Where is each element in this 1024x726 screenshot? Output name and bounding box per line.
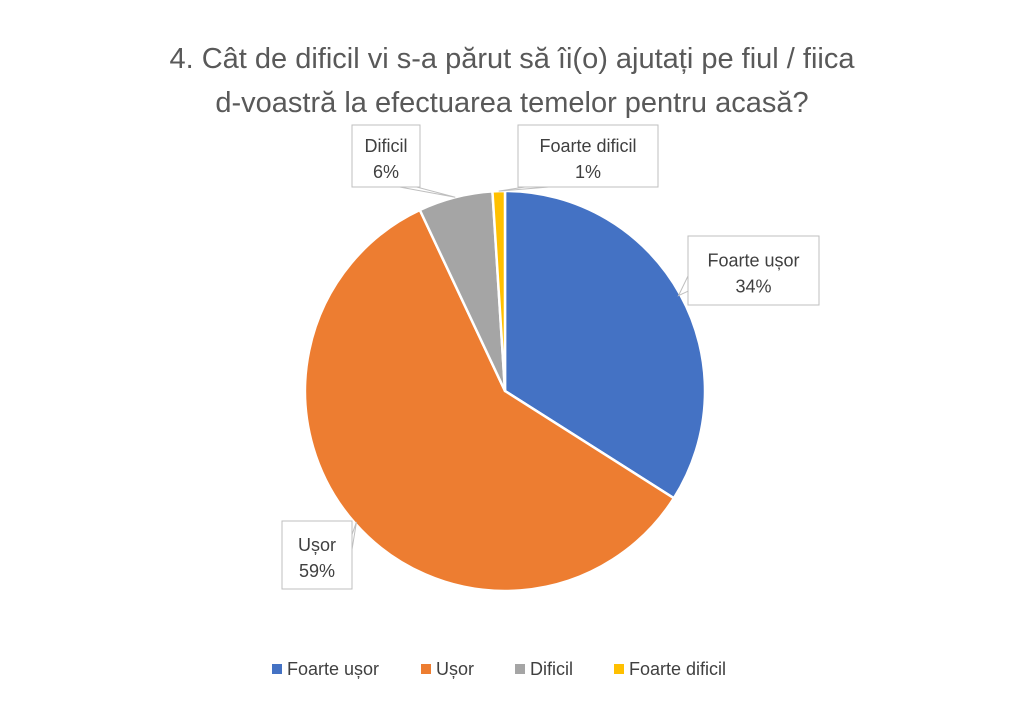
data-label-percent: 34%	[735, 277, 771, 297]
pie-slice-usor	[303, 208, 676, 593]
data-label-category: Foarte dificil	[539, 136, 636, 156]
callout-pointer	[677, 275, 689, 297]
callout-pointer	[399, 186, 456, 198]
legend-item-dificil: Dificil	[515, 659, 573, 679]
data-label-category: Dificil	[365, 136, 408, 156]
callout-box	[281, 520, 353, 590]
data-labels: Foarte ușor 34% Ușor 59% Dificil 6% Foarte dif…	[281, 124, 820, 590]
data-label-percent: 6%	[373, 162, 399, 182]
data-label-category: Foarte ușor	[707, 251, 799, 271]
legend-swatch	[272, 664, 282, 674]
legend-label: Dificil	[530, 659, 573, 679]
chart-title-line: d-voastră la efectuarea temelor pentru a…	[215, 87, 808, 119]
data-label-percent: 1%	[575, 162, 601, 182]
legend-swatch	[614, 664, 624, 674]
legend: Foarte ușor Ușor Dificil Foarte dificil	[272, 659, 726, 679]
legend-item-foarte-usor: Foarte ușor	[272, 659, 379, 679]
callout-box	[351, 124, 421, 188]
pie-slices	[303, 189, 707, 593]
data-label-usor: Ușor 59%	[281, 520, 357, 590]
callout-pointer	[498, 186, 549, 192]
data-label-foarte-dificil: Foarte dificil 1%	[498, 124, 659, 192]
legend-swatch	[515, 664, 525, 674]
data-label-percent: 59%	[299, 561, 335, 581]
legend-label: Ușor	[436, 659, 474, 679]
data-label-foarte-usor: Foarte ușor 34%	[677, 235, 820, 306]
callout-box	[517, 124, 659, 188]
callout-pointer	[351, 521, 357, 550]
legend-item-usor: Ușor	[421, 659, 474, 679]
legend-label: Foarte dificil	[629, 659, 726, 679]
chart-title-line: 4. Cât de dificil vi s-a părut să îi(o) …	[169, 43, 855, 75]
callout-box	[687, 235, 820, 306]
legend-swatch	[421, 664, 431, 674]
chart-title: 4. Cât de dificil vi s-a părut să îi(o) …	[169, 43, 855, 119]
legend-item-foarte-dificil: Foarte dificil	[614, 659, 726, 679]
data-label-dificil: Dificil 6%	[351, 124, 456, 198]
legend-label: Foarte ușor	[287, 659, 379, 679]
data-label-category: Ușor	[298, 535, 336, 555]
